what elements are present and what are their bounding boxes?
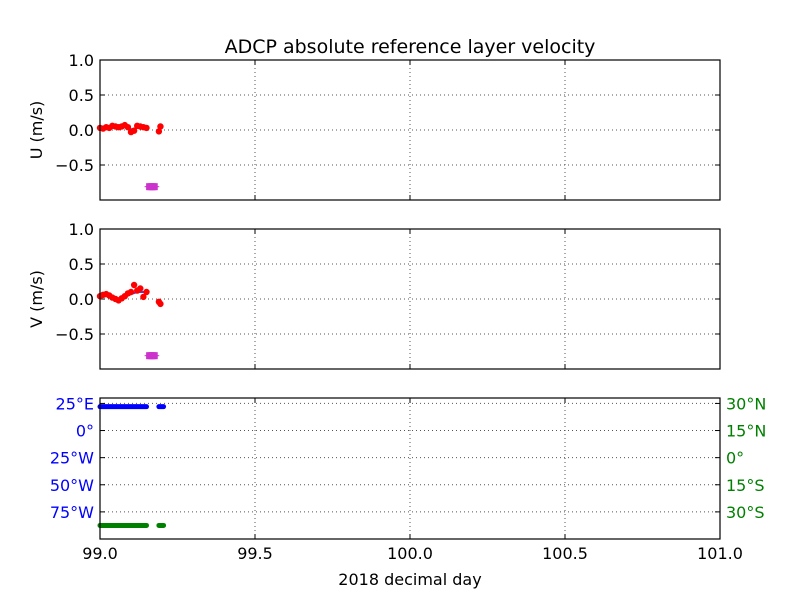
data-point: [127, 288, 135, 296]
v-velocity-panel: 1.0 0.5 0.0 −0.5 V (m/s): [27, 220, 721, 370]
y-tick-label: 1.0: [69, 220, 94, 239]
y-tick-label: 0.0: [69, 290, 94, 309]
x-tick-label: 101.0: [697, 544, 743, 563]
axes-frame: [99, 59, 721, 201]
data-point: [157, 123, 164, 130]
data-point: [124, 124, 132, 131]
data-point: [155, 128, 163, 135]
data-point: [157, 300, 164, 308]
y-tick-label: −0.5: [55, 325, 94, 344]
latitude-tick-label: 0°: [726, 449, 744, 468]
position-panel: 99.0 99.5 100.0 100.5 101.0 25°E 0° 25°W 50°W 75°…: [50, 394, 767, 563]
u-velocity-panel: 1.0 0.5 0.0 −0.5 U (m/s): [27, 51, 721, 201]
chart-title: ADCP absolute reference layer velocity: [225, 36, 596, 58]
longitude-tick-label: 25°W: [50, 449, 94, 468]
y-tick-label: −0.5: [55, 156, 94, 175]
latitude-tick-label: 15°N: [726, 422, 766, 441]
longitude-tick-label: 75°W: [50, 503, 94, 522]
axes-frame: [99, 397, 721, 540]
x-tick-label: 100.5: [542, 544, 588, 563]
y-tick-label: 0.5: [69, 255, 94, 274]
x-tick-label: 100.0: [387, 544, 433, 563]
x-tick-label: 99.5: [237, 544, 273, 563]
axes-frame: [99, 228, 721, 370]
latitude-tick-label: 30°S: [726, 503, 765, 522]
latitude-tick-label: 30°N: [726, 394, 766, 413]
data-point: [137, 285, 144, 292]
y-tick-label: 0.5: [69, 86, 94, 105]
y-tick-label: 1.0: [69, 51, 94, 70]
y-tick-label: 0.0: [69, 121, 94, 140]
x-axis-label: 2018 decimal day: [338, 570, 481, 589]
data-point: [130, 127, 138, 134]
longitude-tick-label: 0°: [76, 422, 94, 441]
data-point: [140, 293, 147, 301]
data-point: [143, 288, 150, 296]
x-tick-label: 99.0: [82, 544, 118, 563]
longitude-tick-label: 25°E: [56, 394, 94, 413]
latitude-tick-label: 15°S: [726, 476, 765, 495]
y-axis-label: U (m/s): [27, 101, 46, 160]
longitude-tick-label: 50°W: [50, 476, 94, 495]
data-point: [130, 281, 138, 289]
data-point: [143, 124, 150, 132]
y-axis-label: V (m/s): [27, 270, 46, 328]
